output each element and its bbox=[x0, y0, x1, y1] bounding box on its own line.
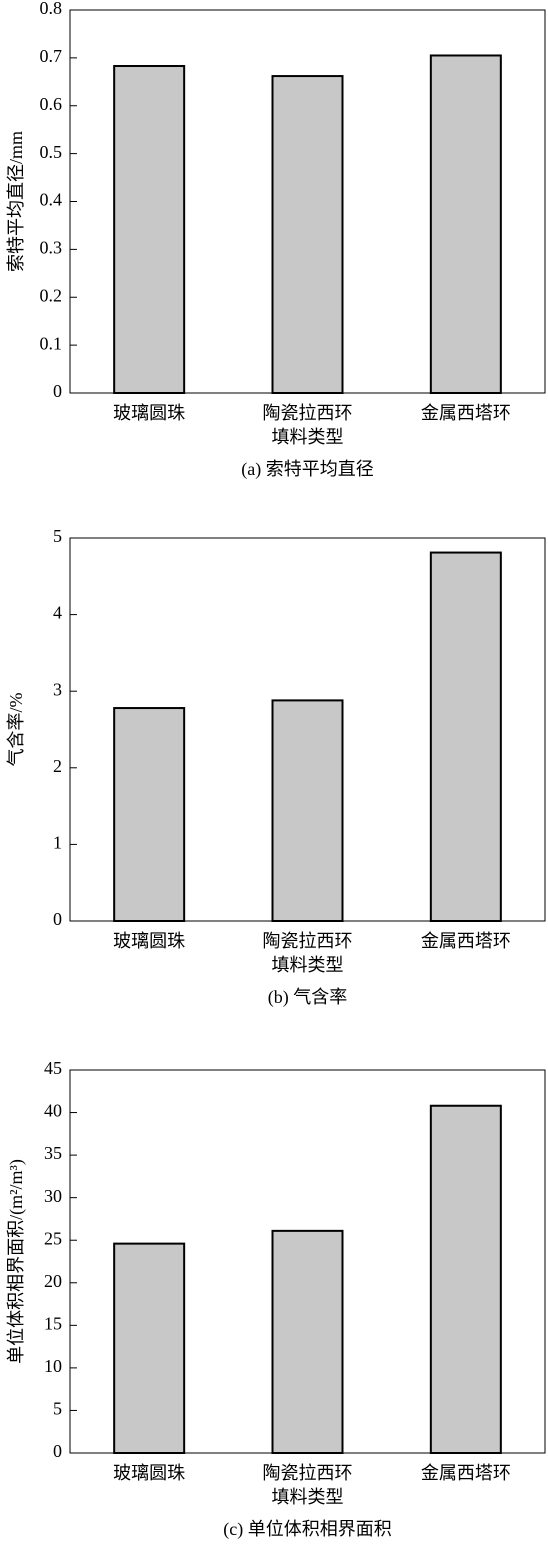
y-tick-label: 45 bbox=[44, 1058, 62, 1078]
bar bbox=[113, 1242, 186, 1455]
y-tick-label: 3 bbox=[53, 679, 62, 699]
chart-title: (b) 气含率 bbox=[268, 987, 348, 1008]
bar bbox=[271, 75, 344, 394]
y-tick-label: 25 bbox=[44, 1228, 62, 1248]
y-tick-label: 0.8 bbox=[40, 0, 63, 18]
y-tick-label: 0 bbox=[53, 1441, 62, 1461]
y-tick-label: 0.5 bbox=[40, 142, 63, 162]
plot-frame bbox=[69, 9, 546, 394]
bar bbox=[113, 65, 186, 394]
chart-title: (c) 单位体积相界面积 bbox=[223, 1519, 391, 1540]
x-axis-label: 填料类型 bbox=[272, 427, 344, 447]
y-tick-label: 2 bbox=[53, 756, 62, 776]
bar bbox=[429, 54, 502, 394]
y-tick-label: 4 bbox=[53, 603, 62, 623]
x-tick-label: 玻璃圆珠 bbox=[113, 403, 185, 423]
y-axis-label: 索特平均直径/mm bbox=[6, 131, 26, 272]
y-tick-label: 0.6 bbox=[40, 94, 63, 114]
y-tick-label: 1 bbox=[53, 833, 62, 853]
y-tick-label: 5 bbox=[53, 1399, 62, 1419]
x-axis-label: 填料类型 bbox=[272, 1487, 344, 1507]
y-tick-label: 40 bbox=[44, 1101, 62, 1121]
bar bbox=[271, 1229, 344, 1454]
y-tick-label: 0.2 bbox=[40, 285, 63, 305]
y-tick-label: 10 bbox=[44, 1356, 62, 1376]
plot-frame bbox=[69, 537, 546, 922]
y-tick-label: 15 bbox=[44, 1313, 62, 1333]
y-tick-label: 35 bbox=[44, 1143, 62, 1163]
y-tick-label: 0 bbox=[53, 909, 62, 929]
bar bbox=[113, 707, 186, 922]
x-tick-label: 陶瓷拉西环 bbox=[263, 403, 353, 423]
y-axis-label: 气含率/% bbox=[6, 692, 26, 766]
bar bbox=[271, 699, 344, 923]
x-tick-label: 金属西塔环 bbox=[421, 931, 511, 951]
bar bbox=[429, 1104, 502, 1455]
x-tick-label: 陶瓷拉西环 bbox=[263, 1463, 353, 1483]
x-tick-label: 玻璃圆珠 bbox=[113, 1463, 185, 1483]
x-tick-label: 金属西塔环 bbox=[421, 403, 511, 423]
y-tick-label: 0.7 bbox=[40, 46, 63, 66]
x-tick-label: 金属西塔环 bbox=[421, 1463, 511, 1483]
y-tick-label: 0 bbox=[53, 381, 62, 401]
x-tick-label: 玻璃圆珠 bbox=[113, 931, 185, 951]
plot-frame bbox=[69, 1069, 546, 1454]
y-tick-label: 5 bbox=[53, 526, 62, 546]
y-axis-label: 单位体积相界面积/(m²/m³) bbox=[6, 1159, 27, 1364]
chart-title: (a) 索特平均直径 bbox=[241, 459, 373, 480]
y-tick-label: 0.1 bbox=[40, 333, 63, 353]
bar bbox=[429, 551, 502, 923]
y-tick-label: 20 bbox=[44, 1271, 62, 1291]
x-tick-label: 陶瓷拉西环 bbox=[263, 931, 353, 951]
x-axis-label: 填料类型 bbox=[272, 955, 344, 975]
y-tick-label: 0.4 bbox=[40, 190, 63, 210]
y-tick-label: 0.3 bbox=[40, 238, 63, 258]
y-tick-label: 30 bbox=[44, 1186, 62, 1206]
